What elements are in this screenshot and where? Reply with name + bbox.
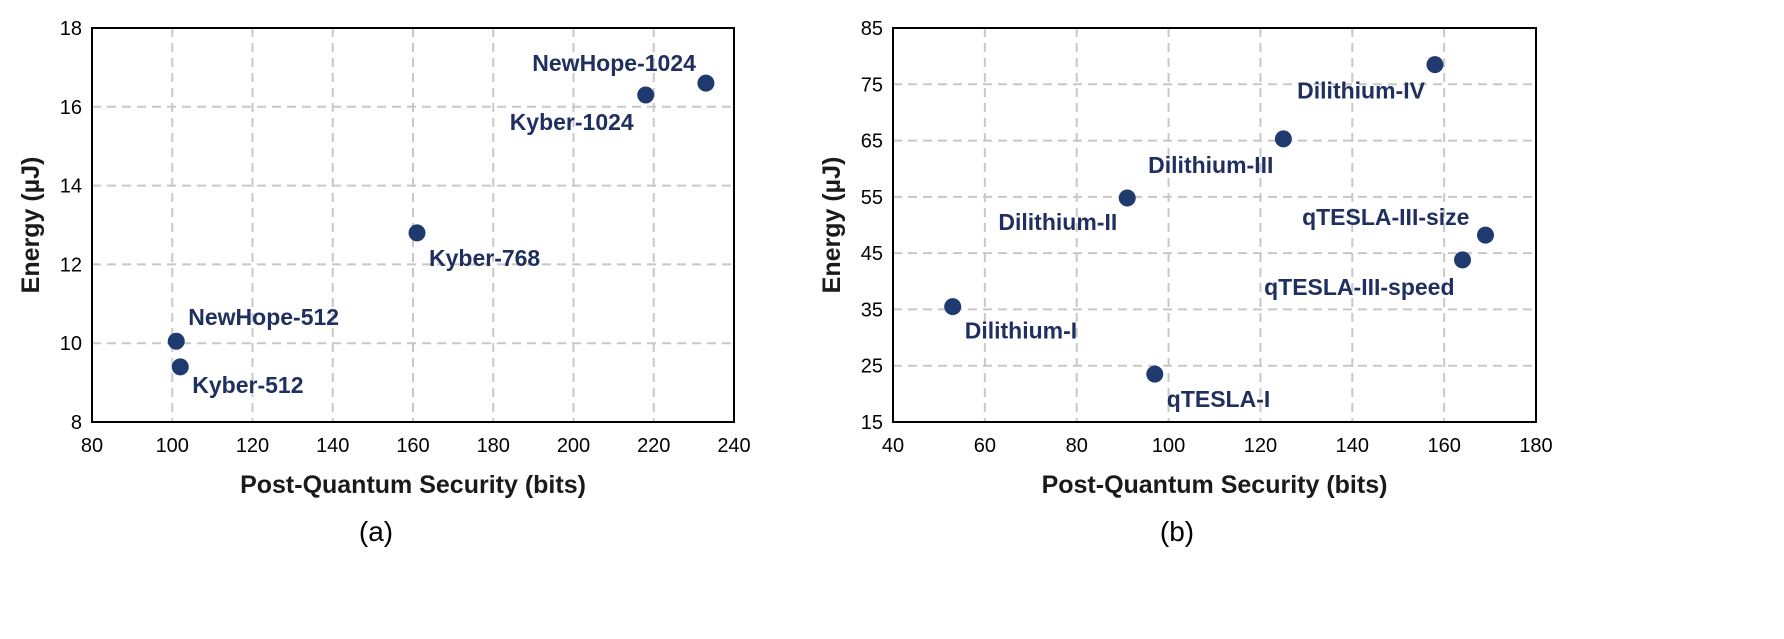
data-point-label: qTESLA-I <box>1167 386 1271 412</box>
x-tick-label: 160 <box>396 435 429 457</box>
data-point <box>1454 251 1472 269</box>
x-tick-label: 80 <box>81 435 103 457</box>
y-tick-label: 14 <box>60 176 82 198</box>
data-point <box>1146 365 1164 383</box>
data-point <box>1118 189 1136 207</box>
data-point-label: Dilithium-III <box>1148 152 1273 178</box>
x-tick-label: 100 <box>156 435 189 457</box>
y-tick-label: 85 <box>861 18 883 40</box>
y-tick-label: 45 <box>861 243 883 265</box>
y-tick-label: 12 <box>60 254 82 276</box>
y-tick-label: 15 <box>861 412 883 434</box>
data-point-label: Kyber-512 <box>192 372 303 398</box>
x-tick-label: 160 <box>1427 435 1460 457</box>
data-point-label: Kyber-768 <box>429 245 540 271</box>
x-tick-label: 220 <box>637 435 670 457</box>
x-tick-label: 240 <box>717 435 750 457</box>
x-tick-label: 40 <box>882 435 904 457</box>
panel-a: 80 100 120 140 160 180 200 220 240 8 10 12 14 16 18 Pos… <box>17 18 751 547</box>
x-tick-label: 140 <box>316 435 349 457</box>
data-point <box>1274 130 1292 148</box>
y-axis-title: Energy (µJ) <box>818 157 846 294</box>
y-tick-label: 8 <box>71 412 82 434</box>
data-point-label: NewHope-1024 <box>532 50 696 76</box>
y-tick-label: 25 <box>861 356 883 378</box>
y-tick-label: 18 <box>60 18 82 40</box>
data-point-label: qTESLA-III-speed <box>1264 274 1454 300</box>
x-tick-label: 200 <box>557 435 590 457</box>
y-axis-title: Energy (µJ) <box>17 157 45 294</box>
x-axis-title: Post-Quantum Security (bits) <box>240 471 586 499</box>
data-point <box>637 86 655 104</box>
data-point-label: Dilithium-I <box>965 318 1077 344</box>
y-tick-label: 16 <box>60 97 82 119</box>
plot-frame <box>892 27 1537 423</box>
data-point-label: NewHope-512 <box>188 304 339 330</box>
y-tick-label: 65 <box>861 131 883 153</box>
data-point <box>1426 56 1444 74</box>
data-point-label: Dilithium-II <box>998 209 1117 235</box>
y-tick-label: 75 <box>861 74 883 96</box>
data-point <box>944 298 962 316</box>
data-point-label: qTESLA-III-size <box>1302 204 1469 230</box>
panel-caption: (b) <box>1160 516 1194 547</box>
data-point <box>408 224 426 242</box>
data-point <box>697 74 715 92</box>
x-tick-label: 60 <box>974 435 996 457</box>
panel-b: 40 60 80 100 120 140 160 180 15 25 35 45 55 65 75 85 Pos… <box>818 18 1553 547</box>
x-tick-label: 120 <box>1244 435 1277 457</box>
panel-caption: (a) <box>359 516 393 547</box>
x-tick-label: 140 <box>1336 435 1369 457</box>
x-tick-label: 100 <box>1152 435 1185 457</box>
y-tick-label: 35 <box>861 299 883 321</box>
data-point <box>167 332 185 350</box>
data-point-label: Dilithium-IV <box>1297 78 1425 104</box>
data-point <box>1476 226 1494 244</box>
plot-frame <box>91 27 735 423</box>
x-tick-label: 180 <box>1519 435 1552 457</box>
y-tick-label: 55 <box>861 187 883 209</box>
data-point <box>171 358 189 376</box>
x-tick-label: 180 <box>477 435 510 457</box>
x-tick-label: 120 <box>236 435 269 457</box>
y-tick-label: 10 <box>60 333 82 355</box>
x-axis-title: Post-Quantum Security (bits) <box>1042 471 1388 499</box>
x-tick-label: 80 <box>1066 435 1088 457</box>
data-point-label: Kyber-1024 <box>510 109 634 135</box>
